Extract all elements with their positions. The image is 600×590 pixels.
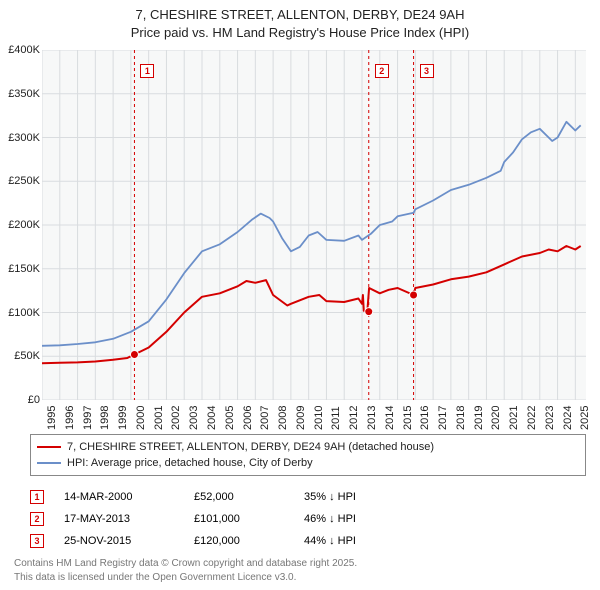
y-tick-label: £100K (8, 307, 40, 319)
x-tick-label: 2024 (562, 406, 574, 430)
event-row: 1 14-MAR-2000 £52,000 35% ↓ HPI (30, 486, 586, 508)
y-tick-label: £0 (28, 394, 40, 406)
event-marker-3: 3 (420, 64, 434, 78)
x-tick-label: 2012 (348, 406, 360, 430)
x-tick-label: 2015 (402, 406, 414, 430)
legend-swatch (37, 462, 61, 464)
bottom-panel: 7, CHESHIRE STREET, ALLENTON, DERBY, DE2… (30, 434, 586, 552)
y-tick-label: £300K (8, 132, 40, 144)
sale-marker (365, 308, 373, 316)
event-price: £101,000 (194, 513, 284, 525)
event-hpi: 46% ↓ HPI (304, 513, 356, 525)
x-tick-label: 2002 (170, 406, 182, 430)
sale-marker (130, 351, 138, 359)
event-hpi: 44% ↓ HPI (304, 535, 356, 547)
x-tick-label: 2000 (135, 406, 147, 430)
x-tick-label: 1997 (82, 406, 94, 430)
x-tick-label: 2008 (277, 406, 289, 430)
x-tick-label: 2009 (295, 406, 307, 430)
title-line-2: Price paid vs. HM Land Registry's House … (0, 24, 600, 42)
attribution-line-2: This data is licensed under the Open Gov… (14, 571, 586, 585)
y-tick-label: £400K (8, 44, 40, 56)
chart-plot-area: 1 2 3 (42, 50, 586, 400)
x-tick-label: 2011 (330, 406, 342, 430)
x-tick-label: 1999 (117, 406, 129, 430)
x-tick-label: 2006 (242, 406, 254, 430)
event-date: 17-MAY-2013 (64, 513, 174, 525)
x-tick-label: 2021 (508, 406, 520, 430)
x-tick-label: 2010 (313, 406, 325, 430)
x-tick-label: 2019 (473, 406, 485, 430)
events-table: 1 14-MAR-2000 £52,000 35% ↓ HPI 2 17-MAY-2013… (30, 486, 586, 552)
y-tick-label: £350K (8, 88, 40, 100)
event-date: 25-NOV-2015 (64, 535, 174, 547)
x-tick-label: 2018 (455, 406, 467, 430)
x-tick-label: 2003 (188, 406, 200, 430)
chart-container: 7, CHESHIRE STREET, ALLENTON, DERBY, DE2… (0, 0, 600, 590)
x-tick-label: 2013 (366, 406, 378, 430)
x-tick-label: 2005 (224, 406, 236, 430)
x-tick-label: 2017 (437, 406, 449, 430)
x-tick-label: 2004 (206, 406, 218, 430)
y-tick-label: £150K (8, 263, 40, 275)
event-num-box: 3 (30, 534, 44, 548)
x-tick-label: 2014 (384, 406, 396, 430)
event-price: £52,000 (194, 491, 284, 503)
y-tick-label: £250K (8, 175, 40, 187)
legend-label: 7, CHESHIRE STREET, ALLENTON, DERBY, DE2… (67, 441, 434, 453)
event-marker-2: 2 (375, 64, 389, 78)
title-block: 7, CHESHIRE STREET, ALLENTON, DERBY, DE2… (0, 0, 600, 41)
sale-marker (410, 291, 418, 299)
event-marker-1: 1 (140, 64, 154, 78)
legend-row: HPI: Average price, detached house, City… (37, 455, 579, 471)
event-date: 14-MAR-2000 (64, 491, 174, 503)
x-tick-label: 1995 (46, 406, 58, 430)
attribution-line-1: Contains HM Land Registry data © Crown c… (14, 557, 586, 571)
legend-row: 7, CHESHIRE STREET, ALLENTON, DERBY, DE2… (37, 439, 579, 455)
event-num-box: 2 (30, 512, 44, 526)
legend-box: 7, CHESHIRE STREET, ALLENTON, DERBY, DE2… (30, 434, 586, 476)
attribution: Contains HM Land Registry data © Crown c… (14, 557, 586, 584)
event-row: 3 25-NOV-2015 £120,000 44% ↓ HPI (30, 530, 586, 552)
x-tick-label: 2001 (153, 406, 165, 430)
legend-swatch (37, 446, 61, 448)
x-tick-label: 2023 (544, 406, 556, 430)
chart-svg (42, 50, 586, 400)
x-tick-label: 2022 (526, 406, 538, 430)
title-line-1: 7, CHESHIRE STREET, ALLENTON, DERBY, DE2… (0, 6, 600, 24)
x-tick-label: 1998 (99, 406, 111, 430)
x-tick-label: 2016 (419, 406, 431, 430)
x-tick-label: 2020 (490, 406, 502, 430)
x-tick-label: 1996 (64, 406, 76, 430)
event-row: 2 17-MAY-2013 £101,000 46% ↓ HPI (30, 508, 586, 530)
event-num-box: 1 (30, 490, 44, 504)
x-tick-label: 2025 (579, 406, 591, 430)
y-tick-label: £200K (8, 219, 40, 231)
event-hpi: 35% ↓ HPI (304, 491, 356, 503)
event-price: £120,000 (194, 535, 284, 547)
y-tick-label: £50K (14, 350, 40, 362)
legend-label: HPI: Average price, detached house, City… (67, 457, 313, 469)
x-tick-label: 2007 (259, 406, 271, 430)
